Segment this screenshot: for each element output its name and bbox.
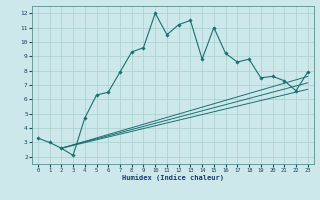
X-axis label: Humidex (Indice chaleur): Humidex (Indice chaleur) — [122, 175, 224, 181]
